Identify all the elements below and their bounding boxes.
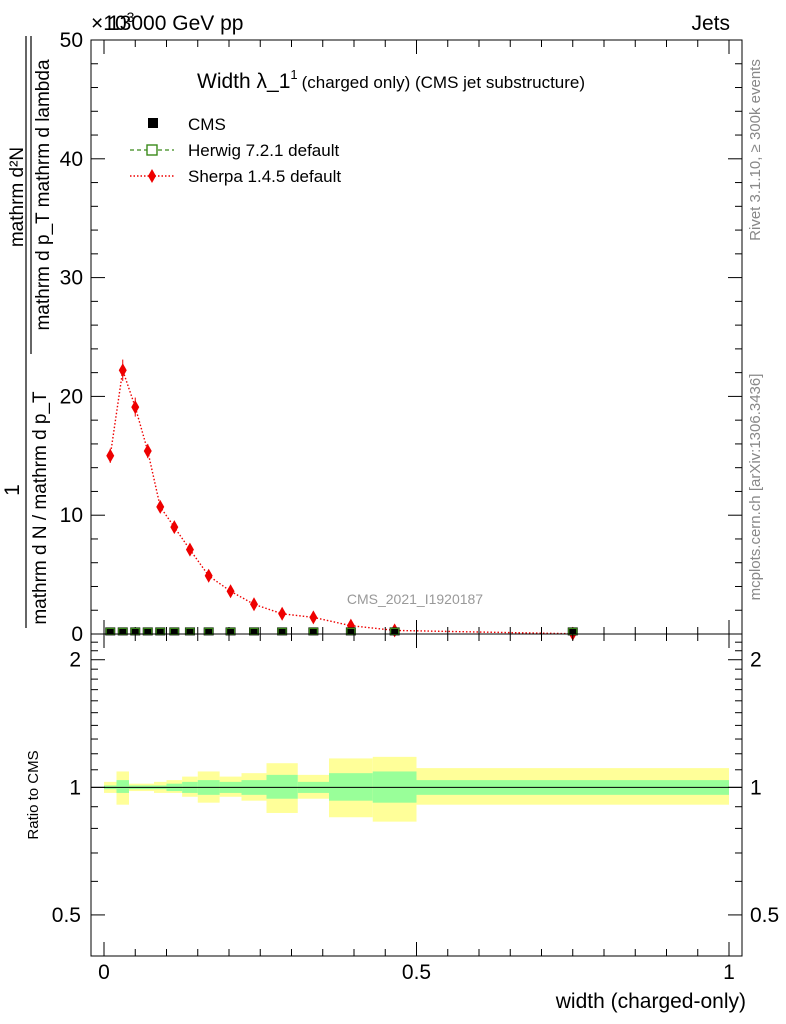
sherpa-point: [309, 610, 318, 625]
sherpa-point: [131, 400, 140, 415]
legend-cms-marker: [148, 118, 158, 128]
legend: CMS Herwig 7.2.1 default Sherpa 1.4.5 de…: [130, 115, 341, 186]
ratio-ytick-label-right: 0.5: [750, 904, 779, 927]
ylabel-denominator: mathrm d N / mathrm d p_T: [30, 391, 51, 625]
ratio-xtick-label: 0.5: [402, 961, 431, 984]
cms-point: [117, 627, 128, 636]
x-axis-label: width (charged-only): [555, 990, 746, 1013]
sherpa-point: [106, 448, 115, 463]
cms-point: [105, 627, 116, 636]
main-ytick-label: 40: [60, 148, 83, 171]
cms-point: [345, 627, 356, 636]
ratio-y-ticks: 0.5 0.5 1 1 2 2: [52, 641, 779, 957]
header-right: Jets: [691, 12, 730, 35]
sherpa-point: [185, 542, 194, 557]
ratio-ytick-label: 0.5: [52, 904, 81, 927]
main-x-ticks: [103, 40, 730, 634]
cms-point: [277, 627, 288, 636]
main-ytick-label: 50: [60, 29, 83, 52]
cms-point: [130, 627, 141, 636]
analysis-id: CMS_2021_I1920187: [347, 591, 483, 607]
legend-sherpa-marker: [148, 169, 156, 183]
ylabel-numerator: 1: [1, 484, 24, 496]
cms-point: [142, 627, 153, 636]
plot-title: Width λ_11 (charged only) (CMS jet substr…: [197, 67, 585, 93]
cms-point: [184, 627, 195, 636]
exponent-label: ×103: [91, 9, 135, 35]
cms-point: [155, 627, 166, 636]
legend-cms-label: CMS: [188, 115, 226, 134]
ratio-ytick-label: 1: [69, 776, 81, 799]
ylabel-frac-numerator: mathrm d²N: [7, 147, 28, 247]
rivet-version: Rivet 3.1.10, ≥ 300k events: [747, 59, 764, 241]
sherpa-point: [156, 499, 165, 514]
mcplots-reference: mcplots.cern.ch [arXiv:1306.3436]: [747, 374, 764, 601]
sherpa-point: [143, 444, 152, 459]
main-ytick-label: 0: [71, 623, 83, 646]
ratio-x-ticks: 0 0.5 1: [98, 634, 735, 984]
ratio-ytick-label-right: 2: [750, 649, 762, 672]
ratio-ylabel: Ratio to CMS: [25, 750, 42, 839]
legend-herwig-marker: [146, 144, 158, 156]
cms-point: [389, 627, 400, 636]
header-left: 13000 GeV pp: [108, 12, 243, 35]
main-ytick-label: 20: [60, 385, 83, 408]
main-y-label: 1 mathrm d N / mathrm d p_T mathrm d²N m…: [1, 36, 54, 628]
ratio-ytick-label-right: 1: [750, 776, 762, 799]
cms-point: [308, 627, 319, 636]
legend-herwig-label: Herwig 7.2.1 default: [188, 141, 339, 160]
sherpa-point: [170, 520, 179, 535]
ratio-panel: 0.5 0.51 12 2 0 0.5 1 Ratio to CMS: [25, 633, 779, 984]
ratio-uncertainty-bands: [104, 756, 729, 822]
sherpa-point: [250, 597, 258, 612]
cms-series: [105, 627, 578, 636]
cms-point: [169, 627, 180, 636]
legend-sherpa-label: Sherpa 1.4.5 default: [188, 167, 341, 186]
sherpa-point: [226, 584, 235, 599]
main-ytick-label: 30: [60, 267, 83, 290]
cms-point: [567, 627, 578, 636]
ratio-stat-band: [266, 774, 298, 799]
cms-point: [203, 627, 214, 636]
sherpa-line: [109, 370, 573, 635]
ratio-ytick-label: 2: [69, 649, 81, 672]
ratio-stat-band: [116, 780, 129, 793]
ylabel-frac-denominator: mathrm d p_T mathrm d lambda: [33, 59, 54, 330]
ratio-xtick-label: 0: [98, 961, 110, 984]
sherpa-series: [106, 359, 577, 641]
sherpa-point: [118, 363, 127, 378]
main-y-ticks: 0 10 20 30 40 50: [60, 29, 742, 646]
sherpa-point: [278, 606, 287, 621]
cms-point: [249, 627, 259, 636]
main-ytick-label: 10: [60, 504, 83, 527]
main-panel: 0 10 20 30 40 50 Width λ_11 (charged only) (CM…: [60, 29, 743, 646]
cms-point: [225, 627, 236, 636]
sherpa-point: [204, 568, 213, 583]
ratio-xtick-label: 1: [723, 961, 735, 984]
